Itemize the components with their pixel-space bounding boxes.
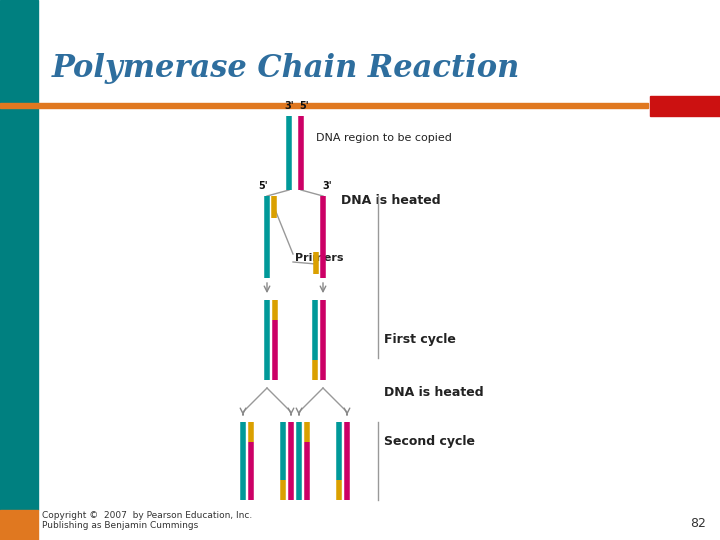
Text: DNA is heated: DNA is heated — [341, 194, 441, 207]
Text: 3': 3' — [284, 101, 294, 111]
Bar — [0, 103, 648, 108]
Text: DNA region to be copied: DNA region to be copied — [316, 133, 452, 143]
Text: 5': 5' — [258, 181, 268, 191]
Text: Copyright ©  2007  by Pearson Education, Inc.
Publishing as Benjamin Cummings: Copyright © 2007 by Pearson Education, I… — [42, 511, 252, 530]
Text: First cycle: First cycle — [384, 334, 456, 347]
Text: Primers: Primers — [295, 253, 343, 263]
Bar — [650, 96, 720, 116]
Text: Polymerase Chain Reaction: Polymerase Chain Reaction — [52, 52, 521, 84]
Bar — [0, 0, 38, 510]
Text: DNA is heated: DNA is heated — [384, 386, 484, 399]
Bar — [0, 510, 38, 540]
Text: 82: 82 — [690, 517, 706, 530]
Text: 5': 5' — [300, 101, 309, 111]
Text: 3': 3' — [322, 181, 332, 191]
Text: Second cycle: Second cycle — [384, 435, 475, 449]
